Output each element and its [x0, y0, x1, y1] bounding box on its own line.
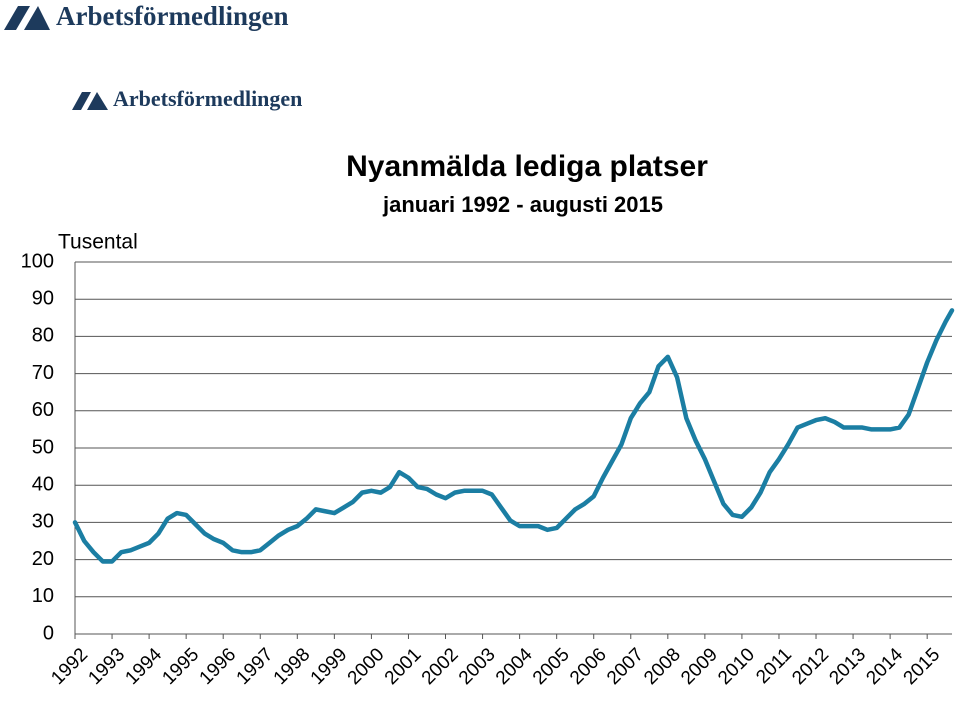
logo-icon [4, 6, 30, 30]
x-tick-label: 2010 [714, 644, 759, 689]
x-tick-label: 2005 [529, 644, 574, 689]
y-tick-label: 80 [32, 325, 54, 347]
x-tick-label: 2002 [418, 644, 463, 689]
x-tick-label: 2001 [381, 644, 426, 689]
logo: Arbetsförmedlingen [72, 86, 302, 111]
logo-icon [72, 92, 91, 110]
y-tick-label: 30 [32, 511, 54, 533]
logo-icon [87, 92, 108, 110]
x-tick-label: 2012 [788, 644, 833, 689]
y-tick-label: 100 [21, 250, 54, 272]
x-tick-label: 2004 [492, 644, 537, 689]
logo-text: Arbetsförmedlingen [56, 1, 288, 31]
y-tick-label: 0 [43, 622, 54, 644]
x-tick-label: 2008 [640, 644, 685, 689]
y-tick-label: 10 [32, 585, 54, 607]
logo-text: Arbetsförmedlingen [113, 86, 302, 111]
y-tick-label: 60 [32, 399, 54, 421]
x-tick-label: 1998 [270, 644, 315, 689]
logo-icon [24, 6, 50, 30]
x-tick-label: 1999 [307, 644, 352, 689]
x-tick-label: 2009 [677, 644, 722, 689]
x-tick-label: 2013 [825, 644, 870, 689]
x-tick-label: 1996 [196, 644, 241, 689]
x-tick-label: 2014 [862, 644, 907, 689]
x-tick-label: 1995 [158, 644, 203, 689]
x-tick-label: 2007 [603, 644, 648, 689]
y-tick-label: 40 [32, 473, 54, 495]
chart-title: Nyanmälda lediga platser [346, 150, 708, 183]
x-tick-label: 1994 [121, 644, 166, 689]
chart-subtitle: januari 1992 - augusti 2015 [382, 192, 663, 217]
y-tick-label: 20 [32, 548, 54, 570]
x-tick-label: 2000 [344, 644, 389, 689]
y-tick-label: 90 [32, 287, 54, 309]
x-tick-label: 1992 [47, 644, 92, 689]
y-axis-label: Tusental [58, 231, 138, 254]
x-tick-label: 2015 [900, 644, 945, 689]
x-tick-label: 1997 [233, 644, 278, 689]
logo: Arbetsförmedlingen [4, 1, 288, 31]
x-tick-label: 2011 [752, 644, 796, 688]
line [72, 308, 955, 564]
y-tick-label: 70 [32, 362, 54, 384]
x-tick-label: 2006 [566, 644, 611, 689]
x-tick-label: 1993 [84, 644, 129, 689]
y-tick-label: 50 [32, 436, 54, 458]
x-tick-label: 2003 [455, 644, 500, 689]
